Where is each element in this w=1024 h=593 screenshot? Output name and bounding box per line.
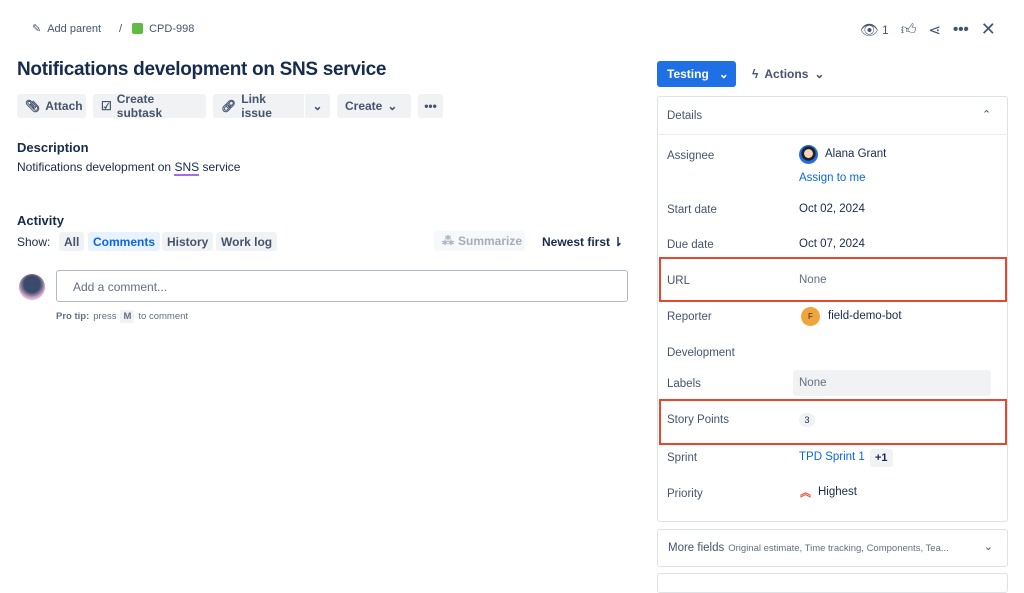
priority-highest-icon: ︽: [800, 487, 811, 499]
filter-all[interactable]: All: [59, 232, 85, 251]
activity-heading: Activity: [17, 213, 64, 228]
current-user-avatar: [19, 274, 45, 300]
more-fields-summary: Original estimate, Time tracking, Compon…: [728, 542, 949, 554]
start-date-value[interactable]: Oct 02, 2024: [799, 203, 865, 215]
description-text-end: service: [199, 160, 241, 174]
reporter-avatar: F: [801, 307, 820, 326]
description-text[interactable]: Notifications development on SNS service: [17, 160, 241, 176]
watch-button[interactable]: 👁 1: [860, 21, 889, 39]
create-button[interactable]: Create ⌄: [337, 94, 411, 118]
create-subtask-button[interactable]: ☑ Create subtask: [93, 92, 206, 120]
comment-placeholder: Add a comment...: [73, 280, 168, 294]
pencil-icon: ✎: [32, 23, 42, 35]
filter-comments[interactable]: Comments: [88, 232, 161, 251]
more-fields-label: More fields: [668, 542, 725, 554]
link-icon: 🔗︎: [221, 99, 237, 113]
chevron-down-icon: ⌄: [718, 67, 729, 81]
pro-tip-label: Pro tip:: [56, 311, 90, 322]
reporter-value[interactable]: field-demo-bot: [828, 310, 902, 322]
assignee-label: Assignee: [667, 150, 715, 162]
link-issue-label: Link issue: [241, 92, 272, 120]
sns-term[interactable]: SNS: [174, 160, 200, 176]
keyboard-key: M: [120, 310, 135, 323]
lightning-icon: ϟ: [752, 67, 759, 81]
create-label: Create: [345, 99, 383, 113]
summarize-button[interactable]: ⁂ Summarize: [434, 231, 525, 251]
chevron-down-icon: ⌄: [983, 541, 993, 553]
close-icon[interactable]: ✕: [980, 19, 996, 39]
pro-tip-text: press: [93, 311, 117, 322]
filter-work-log[interactable]: Work log: [216, 232, 278, 251]
summarize-label: Summarize: [458, 234, 523, 248]
story-points-label: Story Points: [667, 414, 729, 426]
sort-label: Newest first: [542, 235, 611, 249]
sparkle-icon: ⁂: [442, 234, 454, 248]
details-panel: [657, 96, 1008, 522]
story-points-highlight: [659, 399, 1007, 445]
details-heading: Details: [667, 110, 703, 122]
breadcrumb-separator: /: [119, 22, 123, 35]
labels-field[interactable]: None: [793, 370, 991, 396]
thumbs-up-icon[interactable]: 👍︎: [900, 20, 917, 38]
description-heading: Description: [17, 140, 89, 155]
more-icon: •••: [424, 99, 437, 113]
chevron-down-icon: ⌄: [312, 99, 323, 113]
show-label: Show:: [17, 235, 51, 249]
start-date-label: Start date: [667, 204, 717, 216]
priority-label: Priority: [667, 488, 703, 500]
development-label: Development: [667, 347, 735, 359]
status-button[interactable]: Testing ⌄: [657, 61, 736, 87]
story-icon: [132, 23, 144, 34]
attach-label: Attach: [45, 99, 83, 113]
url-highlight: [659, 257, 1007, 302]
url-label: URL: [667, 275, 691, 287]
story-points-badge[interactable]: 3: [799, 413, 815, 427]
issue-key-link[interactable]: CPD-998: [149, 22, 195, 35]
create-subtask-label: Create subtask: [116, 92, 163, 120]
sort-button[interactable]: Newest first ⇂: [542, 235, 623, 249]
assign-to-me-link[interactable]: Assign to me: [799, 172, 866, 184]
sprint-label: Sprint: [667, 452, 698, 464]
eye-icon: 👁: [860, 21, 880, 39]
pro-tip-after: to comment: [138, 311, 189, 322]
reporter-label: Reporter: [667, 311, 712, 323]
url-value[interactable]: None: [799, 274, 827, 286]
comment-input[interactable]: Add a comment...: [56, 270, 628, 302]
subtask-icon: ☑: [101, 99, 112, 113]
description-text-start: Notifications development on: [17, 160, 175, 174]
page-title: Notifications development on SNS service: [17, 59, 387, 80]
sprint-link[interactable]: TPD Sprint 1: [799, 451, 865, 463]
due-date-label: Due date: [667, 239, 714, 251]
more-actions-button[interactable]: •••: [418, 94, 443, 118]
status-label: Testing: [667, 67, 709, 81]
attach-button[interactable]: 📎︎ Attach: [17, 94, 86, 118]
watch-count: 1: [882, 22, 889, 37]
actions-button[interactable]: ϟ Actions ⌄: [752, 67, 824, 81]
breadcrumb: ✎ Add parent / CPD-998: [32, 22, 195, 36]
paperclip-icon: 📎︎: [25, 99, 41, 113]
labels-value: None: [799, 377, 827, 389]
sprint-extra-badge[interactable]: +1: [870, 449, 893, 467]
more-fields-section[interactable]: More fields Original estimate, Time trac…: [657, 529, 1008, 567]
more-icon[interactable]: •••: [953, 21, 969, 38]
chevron-up-icon[interactable]: ⌃: [982, 109, 992, 121]
add-parent-link[interactable]: Add parent: [47, 22, 102, 35]
link-issue-button[interactable]: 🔗︎ Link issue: [213, 92, 304, 120]
labels-label: Labels: [667, 378, 701, 390]
assignee-value[interactable]: Alana Grant: [825, 148, 887, 160]
share-icon[interactable]: ⋖: [928, 21, 941, 39]
filter-history[interactable]: History: [162, 232, 214, 251]
chevron-down-icon: ⌄: [814, 67, 825, 81]
chevron-down-icon: ⌄: [387, 99, 398, 113]
assignee-avatar: [799, 145, 818, 164]
next-section: [657, 573, 1008, 593]
link-issue-dropdown[interactable]: ⌄: [305, 94, 330, 118]
details-header[interactable]: [657, 96, 1008, 135]
actions-label: Actions: [764, 67, 809, 81]
due-date-value[interactable]: Oct 07, 2024: [799, 238, 865, 250]
sort-icon: ⇂: [613, 235, 624, 249]
priority-value[interactable]: Highest: [818, 486, 857, 498]
